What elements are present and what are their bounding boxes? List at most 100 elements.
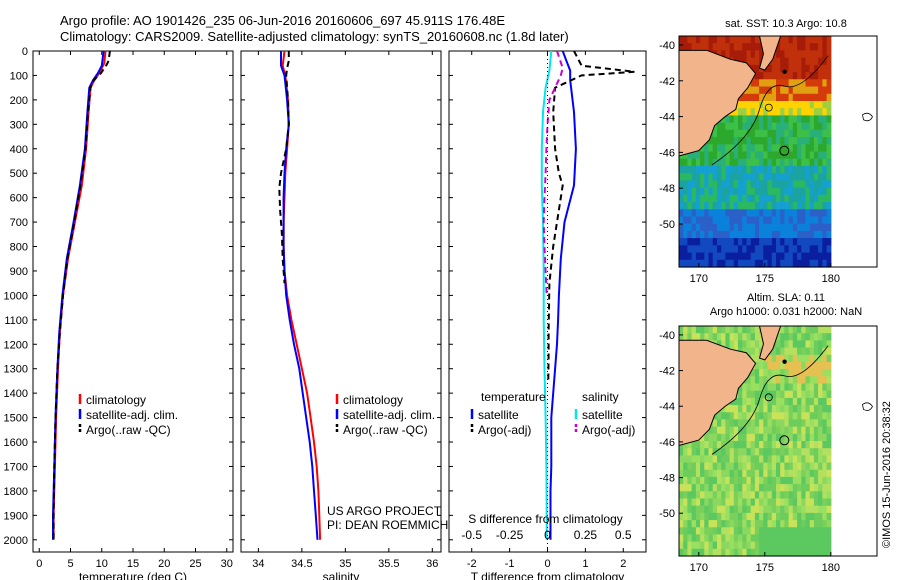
map-cell	[712, 137, 718, 145]
map-cell	[788, 137, 794, 145]
map-cell	[733, 333, 739, 341]
map-cell	[797, 340, 802, 349]
map-cell	[788, 93, 794, 102]
map-cell	[822, 72, 828, 80]
map-cell	[818, 326, 823, 334]
map-cell	[691, 527, 697, 536]
map-cell	[771, 534, 777, 543]
map-cell	[763, 230, 769, 239]
y-tick-label: 0	[22, 46, 28, 58]
map-cell	[801, 548, 807, 557]
y-tick-label: -40	[659, 40, 675, 52]
map-cell	[721, 534, 726, 543]
map-cell	[776, 520, 781, 528]
map-cell	[809, 151, 815, 160]
map-cell	[733, 144, 739, 153]
map-cell	[729, 505, 735, 514]
map-cell	[683, 498, 688, 507]
map-cell	[721, 441, 726, 449]
legend-label: satellite-adj. clim.	[86, 408, 178, 422]
map-cell	[805, 202, 811, 210]
map-cell	[746, 108, 752, 116]
map-cell	[746, 252, 752, 261]
map-cell	[780, 173, 785, 181]
legend-heading: temperature	[481, 390, 546, 404]
map-cell	[801, 230, 807, 239]
map-cell	[721, 252, 726, 261]
map-cell	[721, 165, 726, 174]
map-cell	[788, 326, 794, 334]
map-cell	[767, 433, 773, 442]
map-cell	[733, 238, 739, 246]
map-cell	[784, 412, 790, 421]
map-cell	[725, 259, 731, 268]
map-cell	[733, 187, 739, 196]
map-cell	[809, 476, 815, 485]
map-cell	[725, 151, 731, 160]
map-cell	[822, 484, 828, 492]
map-cell	[721, 144, 726, 153]
map-cell	[742, 252, 748, 261]
map-cell	[822, 101, 828, 109]
map-cell	[767, 173, 773, 181]
map-cell	[746, 405, 752, 413]
map-cell	[767, 426, 773, 435]
map-cell	[704, 158, 710, 167]
s-tick-label: 0.5	[615, 528, 632, 542]
map-cell	[712, 259, 718, 268]
map-cell	[742, 238, 748, 246]
map-cell	[780, 194, 785, 203]
map-cell	[792, 527, 798, 536]
map-cell	[797, 505, 802, 514]
map-cell	[725, 165, 731, 174]
map-cell	[738, 397, 743, 406]
map-cell	[826, 383, 832, 392]
map-cell	[809, 512, 815, 521]
map-cell	[759, 390, 764, 399]
map-cell	[746, 476, 752, 485]
map-cell	[695, 202, 701, 210]
map-cell	[679, 158, 684, 167]
map-cell	[788, 433, 794, 442]
map-cell	[763, 376, 769, 385]
map-cell	[818, 230, 823, 239]
map-cell	[771, 548, 777, 557]
map-cell	[826, 419, 832, 428]
map-cell	[763, 412, 769, 421]
map-cell	[826, 79, 832, 88]
map-cell	[813, 238, 819, 246]
map-cell	[708, 137, 714, 145]
x-tick-label: 170	[690, 562, 708, 574]
map-cell	[801, 333, 807, 341]
map-cell	[822, 230, 828, 239]
map-cell	[822, 520, 828, 528]
map-cell	[754, 144, 760, 153]
map-cell	[763, 259, 769, 268]
map-cell	[763, 455, 769, 464]
map-cell	[712, 469, 718, 478]
map-cell	[721, 158, 726, 167]
map-cell	[746, 469, 752, 478]
map-cell	[818, 541, 823, 550]
map-cell	[813, 376, 819, 385]
map-cell	[801, 426, 807, 435]
map-cell	[759, 340, 764, 349]
map-cell	[763, 144, 769, 153]
map-cell	[797, 347, 802, 356]
map-cell	[733, 259, 739, 268]
map-cell	[708, 252, 714, 261]
map-cell	[826, 238, 832, 246]
map-cell	[733, 230, 739, 239]
map-cell	[750, 347, 756, 356]
map-cell	[754, 405, 760, 413]
map-cell	[780, 433, 785, 442]
map-cell	[792, 369, 798, 377]
map-cell	[687, 534, 693, 543]
map-cell	[813, 122, 819, 131]
map-cell	[767, 259, 773, 268]
map-cell	[801, 512, 807, 521]
x-tick-label: 175	[756, 562, 774, 574]
map-cell	[746, 390, 752, 399]
map-cell	[805, 72, 811, 80]
map-cell	[733, 173, 739, 181]
